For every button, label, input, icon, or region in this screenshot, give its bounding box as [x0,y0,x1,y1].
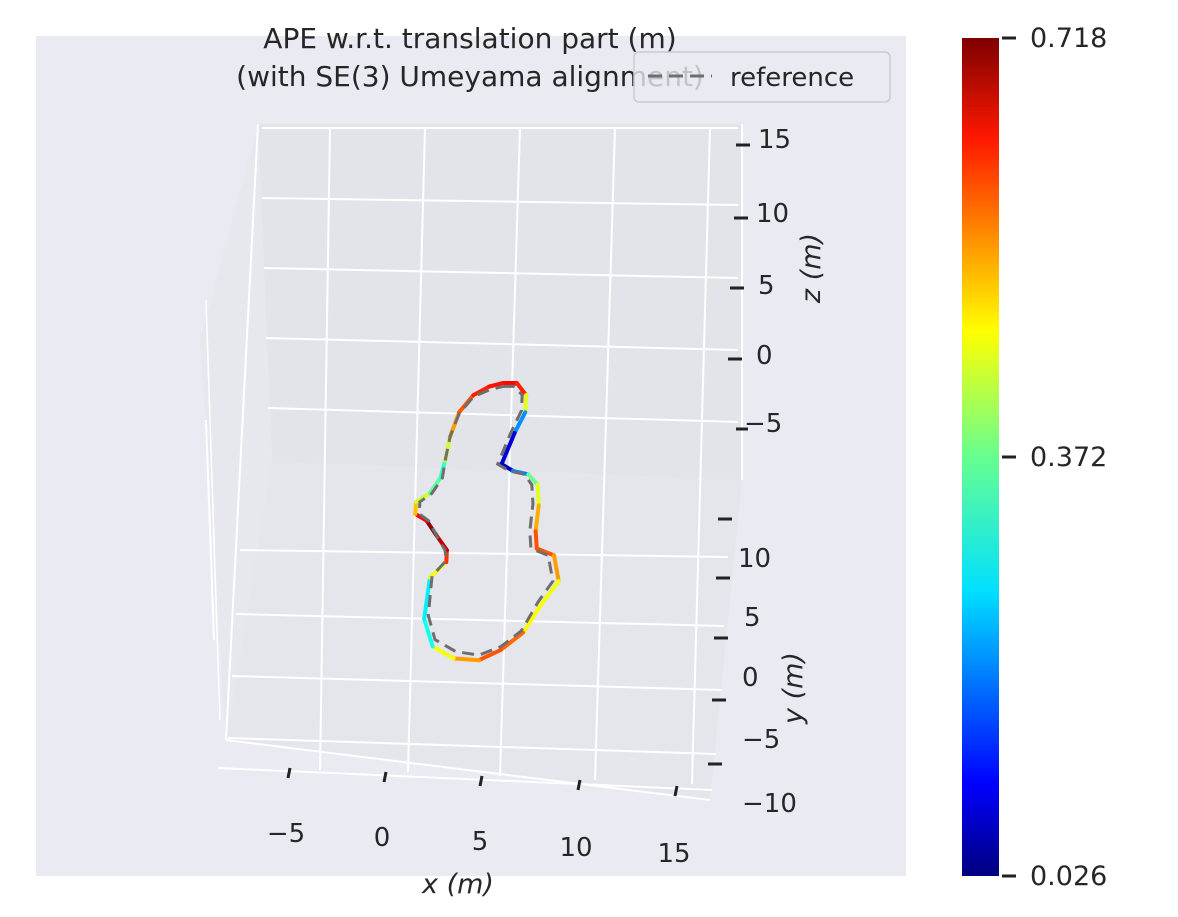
grid-line-y [227,737,717,755]
grid-line-z [263,267,739,279]
z-tick-label: 0 [756,341,773,371]
grid-line-side [205,299,221,721]
grid-line-x [594,127,616,781]
estimate-trajectory-segment [552,553,561,584]
estimate-trajectory-segment [499,462,515,473]
y-tick-label: 5 [744,603,761,633]
estimate-trajectory-segment [535,482,541,508]
z-tick-label: 15 [758,125,791,155]
grid-line-y [231,675,723,691]
estimate-trajectory-segment [512,410,528,435]
legend-box [633,51,891,103]
pane-edge [225,739,711,801]
y-tick-label: 0 [742,663,759,693]
legend: reference [633,51,891,103]
estimate-trajectory-segment [487,381,506,389]
estimate-trajectory-segment [430,644,456,661]
x-tick-label: 10 [559,833,592,863]
back-pane [258,124,742,480]
estimate-trajectory-segment [521,601,544,635]
legend-label: reference [730,63,854,93]
grid-line-x [499,127,521,777]
floor-pane [226,462,742,800]
axis-line-x [217,767,713,791]
y-tick-label: 10 [738,544,771,574]
z-axis: −5 0 5 10 15 z (m) [728,125,827,439]
colorbar: 0.718 0.372 0.026 [962,23,1107,892]
grid-line-z [265,337,739,351]
x-tick-mark [576,779,582,791]
estimate-trajectory-segment [498,630,526,652]
x-tick-label: −5 [267,819,305,849]
colorbar-gradient [962,38,999,876]
estimate-trajectory-segment [422,616,435,649]
grid-line-x [691,127,711,785]
z-tick-label: 10 [756,199,789,229]
estimate-trajectory-segment [533,529,539,551]
z-tick-label: −5 [744,409,782,439]
estimate-trajectory-segment [540,579,561,606]
estimate-trajectory-segment [471,384,492,398]
estimate-trajectory-segment [413,499,418,516]
grid-line-y [239,549,729,558]
estimate-trajectory-segment [476,647,503,663]
estimate-trajectory-segment [499,431,517,467]
x-tick-mark [673,785,679,797]
x-tick-mark [286,767,292,779]
y-axis-label: y (m) [778,652,809,725]
estimate-trajectory-segment [428,475,443,496]
grid-line-z [267,407,739,423]
estimate-trajectory-segment [533,503,541,534]
plot-series [413,381,561,663]
x-tick-label: 0 [374,823,391,853]
estimate-trajectory-segment [534,546,557,558]
z-axis-label: z (m) [796,233,827,304]
estimate-trajectory-segment [514,381,529,398]
grid-line-x [407,127,426,773]
colorbar-mid-label: 0.372 [1030,442,1107,473]
estimate-trajectory-segment [523,393,529,415]
chart-title-line-1: APE w.r.t. translation part (m) [263,22,676,55]
estimate-trajectory-segment [444,548,449,565]
grid-line-y [235,613,725,627]
estimate-trajectory-segment [526,472,540,487]
reference-trajectory-line [417,384,555,657]
y-tick-label: −10 [742,789,797,819]
side-pane [200,124,272,740]
colorbar-max-label: 0.718 [1030,23,1107,54]
x-axis: −5 0 5 10 15 x (m) [267,767,691,900]
x-tick-mark [382,771,388,783]
colorbar-min-label: 0.026 [1030,861,1107,892]
y-tick-label: −5 [742,725,780,755]
estimate-trajectory-segment [413,491,432,504]
z-tick-label: 5 [758,271,775,301]
x-tick-label: 5 [472,827,489,857]
pane-edge [225,123,259,741]
y-axis: −10 −5 0 5 10 y (m) [708,517,809,819]
grid-line-side [205,419,215,641]
x-tick-mark [478,775,484,787]
x-tick-label: 15 [657,839,690,869]
estimate-trajectory-segment [422,575,432,621]
chart-title-line-2: (with SE(3) Umeyama alignment) [236,60,704,93]
x-axis-label: x (m) [421,869,494,900]
grid [205,123,743,801]
grid-line-z [261,197,739,206]
estimate-trajectory-segment [451,656,481,663]
grid-line-x [319,127,331,771]
